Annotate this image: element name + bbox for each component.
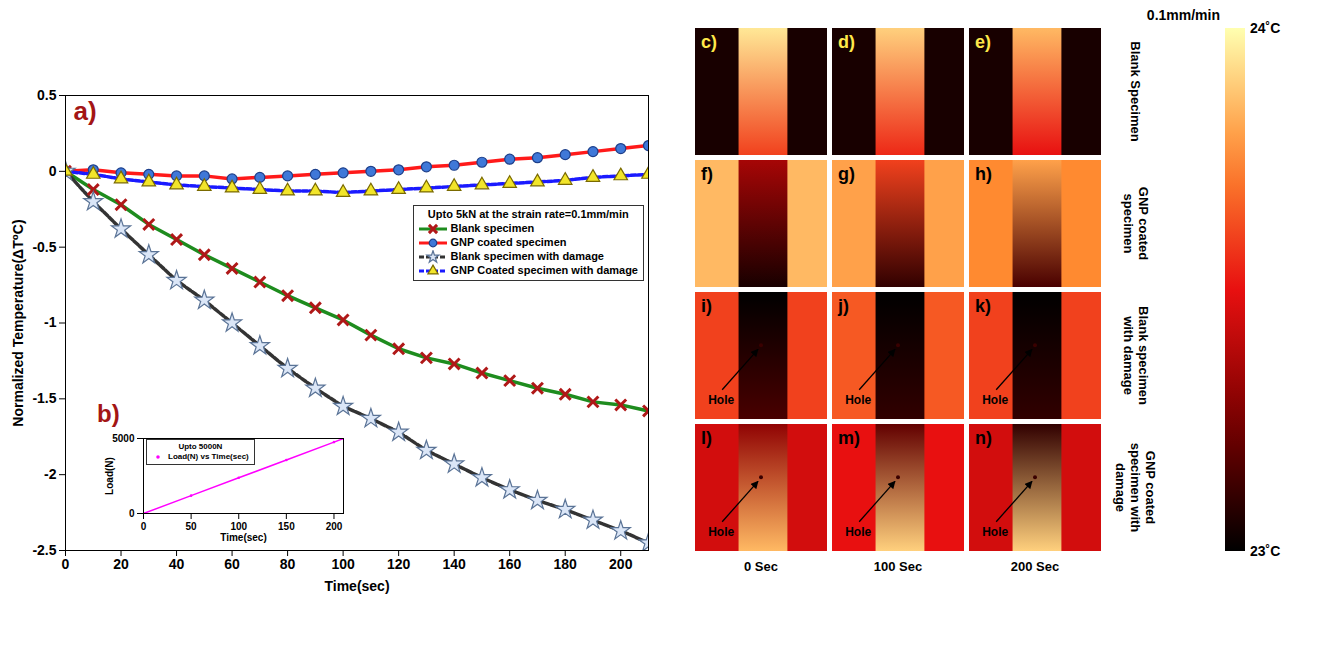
svg-text:80: 80 bbox=[280, 556, 296, 572]
svg-text:GNP coatedspecimen withdamage: GNP coatedspecimen withdamage bbox=[1113, 443, 1158, 533]
svg-text:Hole: Hole bbox=[982, 393, 1008, 407]
svg-text:140: 140 bbox=[442, 556, 466, 572]
svg-text:0: 0 bbox=[49, 163, 57, 179]
svg-text:20: 20 bbox=[113, 556, 129, 572]
svg-text:50: 50 bbox=[186, 521, 198, 532]
html-text:GNP Coated specimen with damag: GNP Coated specimen with damage bbox=[450, 264, 638, 276]
html-text:b): b) bbox=[97, 400, 120, 427]
svg-text:200: 200 bbox=[609, 556, 633, 572]
svg-text:Hole: Hole bbox=[708, 393, 734, 407]
svg-text:e): e) bbox=[975, 32, 991, 52]
html-text:Blank specimen: Blank specimen bbox=[450, 221, 535, 234]
html-text:Load(N) vs Time(sec): Load(N) vs Time(sec) bbox=[168, 452, 249, 461]
svg-text:180: 180 bbox=[554, 556, 578, 572]
svg-text:Hole: Hole bbox=[845, 393, 871, 407]
svg-text:120: 120 bbox=[387, 556, 411, 572]
svg-text:-2: -2 bbox=[44, 466, 57, 482]
svg-text:Load(N): Load(N) bbox=[104, 457, 115, 495]
svg-text:Hole: Hole bbox=[982, 525, 1008, 539]
svg-text:k): k) bbox=[975, 296, 991, 316]
svg-text:0: 0 bbox=[62, 556, 70, 572]
svg-text:100: 100 bbox=[331, 556, 355, 572]
svg-text:Hole: Hole bbox=[708, 525, 734, 539]
svg-text:Time(sec): Time(sec) bbox=[220, 532, 267, 543]
svg-text:160: 160 bbox=[498, 556, 522, 572]
svg-text:l): l) bbox=[701, 428, 712, 448]
svg-text:0.5: 0.5 bbox=[37, 87, 57, 103]
svg-text:-1: -1 bbox=[44, 314, 57, 330]
svg-text:-2.5: -2.5 bbox=[32, 542, 56, 558]
svg-text:0: 0 bbox=[129, 508, 135, 519]
svg-text:0 Sec: 0 Sec bbox=[744, 559, 778, 574]
svg-text:GNP coatedspecimen: GNP coatedspecimen bbox=[1121, 187, 1151, 261]
svg-text:200 Sec: 200 Sec bbox=[1011, 559, 1059, 574]
html-text:Blank specimen with damage: Blank specimen with damage bbox=[450, 249, 604, 262]
svg-text:c): c) bbox=[701, 32, 717, 52]
svg-text:h): h) bbox=[975, 164, 992, 184]
svg-text:40: 40 bbox=[169, 556, 185, 572]
svg-text:23˚C: 23˚C bbox=[1250, 543, 1280, 559]
html-text:GNP coated specimen: GNP coated specimen bbox=[450, 235, 567, 248]
svg-text:0.1mm/min: 0.1mm/min bbox=[1147, 7, 1220, 23]
svg-text:Hole: Hole bbox=[845, 525, 871, 539]
svg-text:5000: 5000 bbox=[112, 433, 135, 444]
svg-text:-1.5: -1.5 bbox=[32, 390, 56, 406]
svg-text:Time(sec): Time(sec) bbox=[324, 578, 389, 594]
svg-text:j): j) bbox=[837, 296, 849, 316]
svg-text:-0.5: -0.5 bbox=[32, 239, 56, 255]
svg-text:100 Sec: 100 Sec bbox=[874, 559, 922, 574]
svg-text:n): n) bbox=[975, 428, 992, 448]
svg-text:g): g) bbox=[838, 164, 855, 184]
svg-text:24˚C: 24˚C bbox=[1250, 20, 1280, 36]
svg-text:100: 100 bbox=[230, 521, 247, 532]
svg-text:f): f) bbox=[701, 164, 713, 184]
html-text:Upto 5kN at the strain rate=0.: Upto 5kN at the strain rate=0.1mm/min bbox=[427, 208, 629, 220]
svg-text:Blank Specimen: Blank Specimen bbox=[1128, 41, 1143, 141]
html-text:Upto 5000N: Upto 5000N bbox=[178, 442, 223, 451]
svg-text:d): d) bbox=[838, 32, 855, 52]
svg-text:m): m) bbox=[838, 428, 860, 448]
svg-text:60: 60 bbox=[224, 556, 240, 572]
svg-text:150: 150 bbox=[278, 521, 295, 532]
svg-text:200: 200 bbox=[326, 521, 343, 532]
svg-text:0: 0 bbox=[141, 521, 147, 532]
svg-text:Blank specimenwith damage: Blank specimenwith damage bbox=[1121, 306, 1151, 405]
svg-text:a): a) bbox=[74, 96, 97, 126]
svg-text:i): i) bbox=[701, 296, 712, 316]
svg-text:Normalized Temperature(ΔT⁰C): Normalized Temperature(ΔT⁰C) bbox=[10, 219, 26, 426]
